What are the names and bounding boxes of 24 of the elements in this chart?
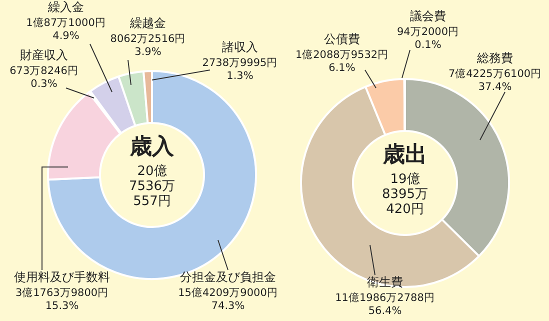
slice-label: 繰越金 <box>129 16 166 30</box>
slice-label: 衛生費 <box>367 275 403 290</box>
slice-label: 繰入金 <box>47 0 84 14</box>
data-label: 1億87万1000円 4.9% <box>26 16 106 42</box>
text: 歳入 <box>129 134 175 160</box>
data-label: 15億4209万9000円 74.3% <box>178 286 278 312</box>
data-label: 7億4225万6100円 37.4% <box>448 66 542 93</box>
slice-label: 議会費 <box>410 9 446 24</box>
data-label: 1億2088万9532円 6.1% <box>295 48 389 74</box>
text: 歳出 <box>382 142 427 168</box>
slice-label: 諸収入 <box>222 40 258 54</box>
data-label: 94万2000円 0.1% <box>396 26 460 51</box>
data-label: 11億1986万2788円 56.4% <box>335 290 435 317</box>
data-label: 673万8246円 0.3% <box>10 64 78 90</box>
data-label: 8062万2516円 3.9% <box>110 32 186 58</box>
data-label: 2738万9995円 1.3% <box>202 56 278 82</box>
slice-label: 財産収入 <box>20 48 68 62</box>
data-label: 3億1763万9800円 15.3% <box>15 286 109 312</box>
slice-label: 公債費 <box>324 32 360 46</box>
text: 19億 8395万 420円 <box>382 172 428 217</box>
text: 20億 7536万 557円 <box>128 164 176 209</box>
slice-label: 使用料及び手数料 <box>14 270 110 284</box>
slice-label: 総務費 <box>476 51 513 66</box>
slice-label: 分担金及び負担金 <box>180 270 276 284</box>
